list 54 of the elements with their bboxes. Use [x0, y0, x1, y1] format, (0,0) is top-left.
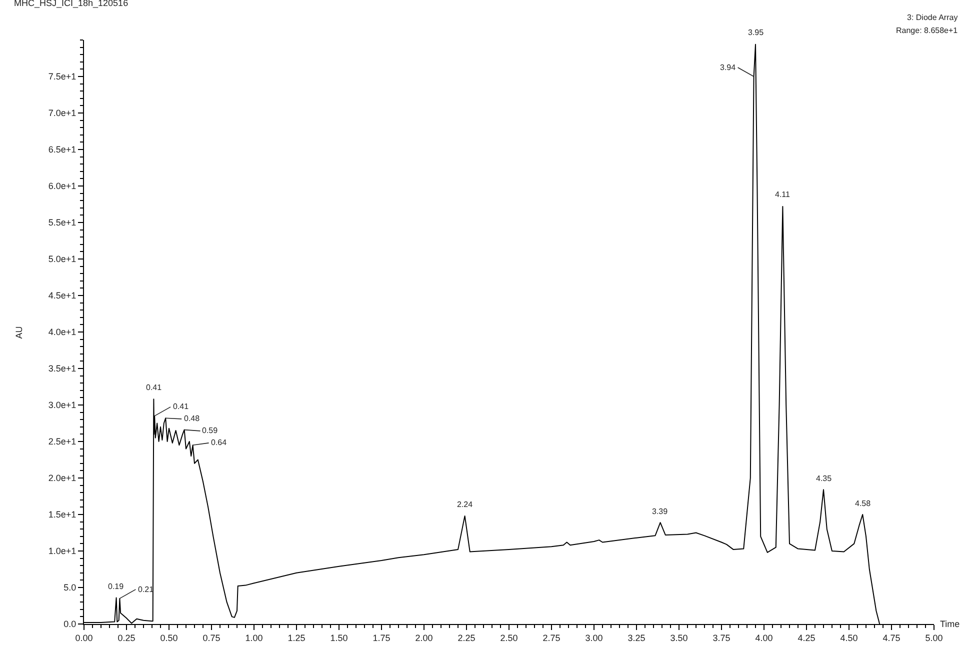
text: 3: Diode Array	[907, 13, 958, 22]
x-tick-label: 4.75	[882, 632, 900, 643]
y-tick-label: 1.5e+1	[48, 510, 76, 520]
annotation: 0.48	[184, 414, 200, 423]
x-tick-label: 0.25	[118, 632, 136, 643]
y-tick-label: 5.0e+1	[48, 254, 76, 264]
y-tick-label: 2.0e+1	[48, 473, 76, 484]
y-tick-label: 4.0e+1	[48, 327, 76, 338]
x-axis-title: Time	[940, 619, 960, 629]
y-tick-label: 3.0e+1	[48, 400, 76, 410]
y-tick-label: 6.5e+1	[48, 144, 76, 155]
annotation: 0.59	[202, 426, 218, 435]
annotation: 0.64	[211, 438, 228, 447]
x-tick-label: 1.25	[288, 632, 306, 643]
x-tick-label: 0.00	[75, 632, 93, 643]
x-tick-label: 4.00	[755, 632, 773, 643]
y-tick-label: 5.5e+1	[48, 218, 76, 228]
annotation: 4.11	[775, 190, 791, 199]
x-tick-label: 2.25	[458, 632, 476, 643]
annotation: 3.94	[720, 63, 736, 72]
x-tick-label: 2.00	[415, 632, 433, 643]
annotation: 0.19	[108, 582, 124, 591]
y-tick-label: 3.5e+1	[48, 364, 76, 374]
x-tick-label: 3.75	[712, 632, 730, 643]
x-tick-label: 4.50	[840, 632, 858, 643]
x-tick-label: 3.25	[628, 632, 646, 643]
x-tick-label: 2.50	[500, 632, 518, 643]
x-tick-label: 5.00	[925, 632, 943, 643]
x-tick-label: 1.75	[372, 632, 390, 643]
annotation: 3.39	[652, 507, 668, 516]
y-tick-label: 2.5e+1	[48, 436, 76, 447]
y-tick-label: 6.0e+1	[48, 181, 76, 192]
x-tick-label: 1.50	[330, 632, 348, 643]
y-tick-label: 7.5e+1	[48, 72, 76, 82]
x-tick-label: 1.00	[245, 632, 263, 643]
y-tick-label: 5.0	[64, 582, 76, 593]
y-tick-label: 7.0e+1	[48, 108, 76, 118]
annotation: 4.58	[855, 499, 872, 508]
annotation: 0.41	[173, 402, 190, 411]
x-tick-label: 4.25	[798, 632, 816, 643]
annotation: 0.41	[146, 383, 162, 392]
y-tick-label: 4.5e+1	[48, 290, 76, 301]
y-tick-label: 0.0	[64, 619, 76, 630]
y-tick-label: 1.0e+1	[48, 546, 76, 556]
text: Range: 8.658e+1	[896, 26, 958, 35]
x-tick-label: 3.50	[670, 632, 688, 643]
x-tick-label: 3.00	[585, 632, 603, 643]
x-tick-label: 0.50	[160, 632, 178, 643]
annotation: 3.95	[748, 28, 764, 37]
annotation: 2.24	[457, 500, 474, 509]
y-axis-title: AU	[14, 326, 24, 339]
x-tick-label: 0.75	[202, 632, 220, 643]
x-tick-label: 2.75	[542, 632, 560, 643]
annotation: 4.35	[816, 474, 832, 483]
